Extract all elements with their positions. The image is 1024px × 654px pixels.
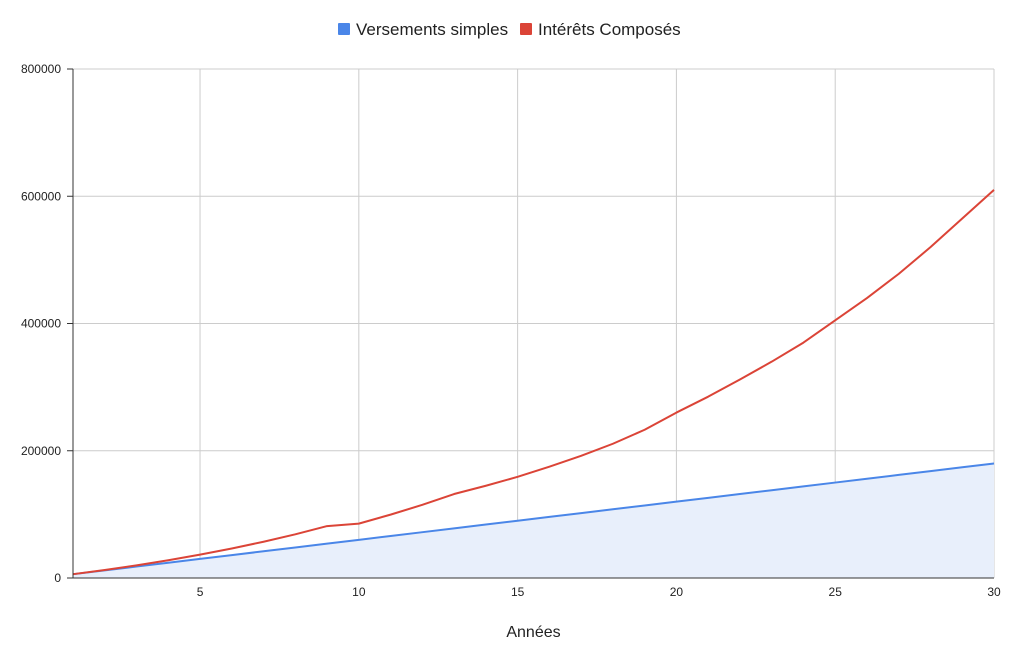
legend-swatch-interets-composes bbox=[520, 23, 532, 35]
x-tick-label: 20 bbox=[670, 585, 684, 599]
legend-swatch-versements-simples bbox=[338, 23, 350, 35]
y-tick-label: 200000 bbox=[21, 444, 61, 458]
y-tick-label: 600000 bbox=[21, 189, 61, 203]
x-tick-label: 10 bbox=[352, 585, 366, 599]
series-line-versements-simples bbox=[72, 462, 995, 576]
x-tick-label: 25 bbox=[829, 585, 843, 599]
y-tick-label: 0 bbox=[54, 571, 61, 585]
legend-label-interets-composes: Intérêts Composés bbox=[538, 20, 681, 39]
series-line-interets-composes bbox=[72, 189, 995, 576]
x-tick-label: 30 bbox=[987, 585, 1001, 599]
legend: Versements simples Intérêts Composés bbox=[338, 20, 681, 39]
x-tick-label: 5 bbox=[197, 585, 204, 599]
y-tick-label: 400000 bbox=[21, 317, 61, 331]
x-axis-title: Années bbox=[506, 624, 560, 641]
series-layer bbox=[72, 189, 995, 576]
x-tick-label: 15 bbox=[511, 585, 525, 599]
legend-label-versements-simples: Versements simples bbox=[356, 20, 508, 39]
axes: 0 200000 400000 600000 800000 5 10 15 20 25 30 bbox=[21, 62, 1001, 599]
y-tick-label: 800000 bbox=[21, 62, 61, 76]
